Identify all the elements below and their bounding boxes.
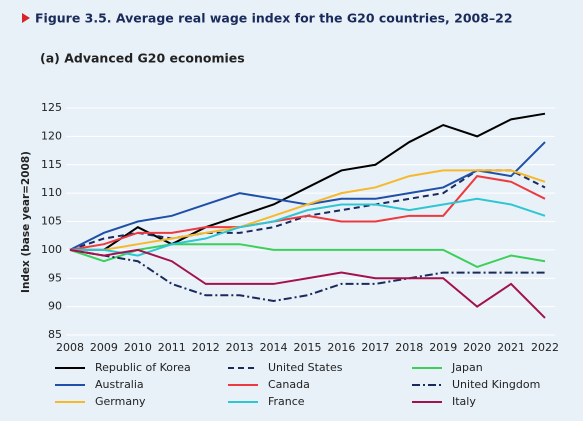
legend-label: Italy <box>452 395 476 408</box>
y-tick-label: 125 <box>41 101 62 114</box>
line-series <box>69 243 546 268</box>
x-tick-label: 2022 <box>531 341 559 354</box>
y-axis-label: Index (base year=2008) <box>20 151 32 293</box>
y-tick-label: 105 <box>41 215 62 228</box>
x-tick-label: 2021 <box>497 341 525 354</box>
x-tick-label: 2014 <box>260 341 288 354</box>
legend-label: Japan <box>451 361 483 374</box>
chart-subtitle: (a) Advanced G20 economies <box>40 51 245 66</box>
x-tick-label: 2018 <box>395 341 423 354</box>
x-tick-label: 2020 <box>463 341 491 354</box>
line-series <box>70 197 546 257</box>
legend-label: United States <box>268 361 343 374</box>
x-tick-label: 2015 <box>294 341 322 354</box>
legend-label: France <box>268 395 305 408</box>
x-tick-label: 2011 <box>158 341 186 354</box>
x-tick-label: 2019 <box>429 341 457 354</box>
chart-title: Figure 3.5. Average real wage index for … <box>35 11 513 26</box>
legend-label: Germany <box>95 395 146 408</box>
line-series <box>70 169 546 251</box>
legend-label: Canada <box>268 378 310 391</box>
y-tick-label: 110 <box>41 186 62 199</box>
line-series <box>69 248 545 302</box>
x-tick-label: 2012 <box>192 341 220 354</box>
y-tick-label: 100 <box>41 243 62 256</box>
line-series <box>69 248 546 319</box>
x-tick-label: 2013 <box>226 341 254 354</box>
title-marker <box>22 13 30 23</box>
y-tick-label: 115 <box>41 158 62 171</box>
x-tick-label: 2008 <box>56 341 84 354</box>
x-tick-label: 2009 <box>90 341 118 354</box>
x-tick-label: 2017 <box>361 341 389 354</box>
legend-label: Australia <box>95 378 144 391</box>
legend-label: United Kingdom <box>452 378 540 391</box>
x-tick-label: 2016 <box>327 341 355 354</box>
y-tick-label: 90 <box>48 300 62 313</box>
y-tick-label: 95 <box>48 271 62 284</box>
line-series <box>69 175 546 251</box>
y-tick-label: 85 <box>48 328 62 341</box>
legend-label: Republic of Korea <box>95 361 191 374</box>
y-tick-label: 120 <box>41 129 62 142</box>
line-series <box>70 112 546 251</box>
x-tick-label: 2010 <box>124 341 152 354</box>
